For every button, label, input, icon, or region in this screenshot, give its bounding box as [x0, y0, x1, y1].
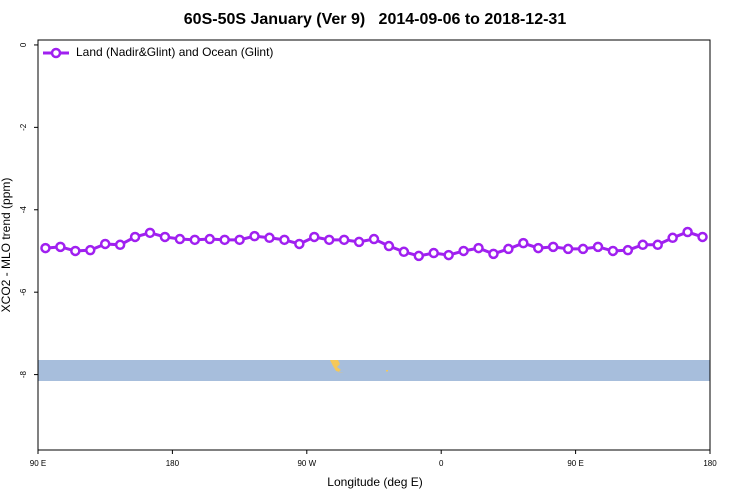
- point: [353, 236, 365, 248]
- point: [622, 244, 634, 256]
- point: [189, 234, 201, 246]
- plot-frame: [37, 39, 711, 451]
- point: [592, 241, 604, 253]
- point: [682, 226, 693, 238]
- point: [652, 239, 663, 251]
- point: [323, 234, 335, 246]
- point: [413, 250, 425, 262]
- point: [503, 243, 514, 255]
- point: [204, 233, 215, 245]
- point: [294, 238, 305, 250]
- point: [70, 245, 81, 257]
- point: [85, 244, 96, 256]
- x-tick-label: 180: [703, 459, 717, 468]
- chart-title: 60S-50S January (Ver 9) 2014-09-06 to 20…: [184, 11, 567, 28]
- point: [219, 234, 230, 246]
- y-tick-label: -4: [19, 206, 28, 214]
- point: [518, 237, 529, 249]
- y-tick-label: 0: [19, 42, 28, 47]
- point: [159, 231, 171, 243]
- point: [428, 247, 439, 259]
- point: [398, 246, 410, 258]
- land: [386, 370, 388, 372]
- x-tick-label: 0: [439, 459, 444, 468]
- y-tick-label: -8: [19, 370, 28, 378]
- point: [637, 239, 649, 251]
- point: [443, 249, 454, 261]
- point: [473, 242, 484, 254]
- x-tick-label: 90 E: [30, 459, 46, 468]
- x-tick-label: 180: [166, 459, 180, 468]
- x-tick-label: 90 W: [297, 459, 316, 468]
- point: [458, 245, 469, 257]
- legend-label: Land (Nadir&Glint) and Ocean (Glint): [76, 45, 273, 59]
- point: [338, 234, 350, 246]
- point: [488, 248, 499, 260]
- legend-marker: [50, 47, 62, 59]
- point: [368, 233, 380, 245]
- point: [697, 231, 708, 243]
- point: [562, 243, 574, 255]
- point: [577, 243, 589, 255]
- point: [249, 230, 260, 242]
- point: [234, 234, 245, 246]
- point: [667, 232, 678, 244]
- point: [533, 242, 544, 254]
- point: [607, 245, 619, 257]
- point: [264, 232, 275, 244]
- point: [144, 227, 156, 239]
- point: [547, 241, 559, 253]
- point: [279, 234, 290, 246]
- y-tick-label: -6: [19, 288, 28, 296]
- point: [55, 241, 66, 253]
- y-tick-label: -2: [19, 123, 28, 131]
- point: [174, 233, 186, 245]
- x-tick-label: 90 E: [567, 459, 583, 468]
- point: [40, 242, 51, 254]
- land: [330, 360, 344, 373]
- point: [383, 240, 395, 252]
- x-axis-label: Longitude (deg E): [327, 475, 422, 489]
- ocean: [38, 360, 710, 381]
- point: [309, 231, 320, 243]
- point: [114, 239, 126, 251]
- point: [99, 238, 111, 250]
- point: [129, 231, 141, 243]
- map-strip: [38, 360, 710, 381]
- y-axis-label: XCO2 - MLO trend (ppm): [0, 178, 13, 313]
